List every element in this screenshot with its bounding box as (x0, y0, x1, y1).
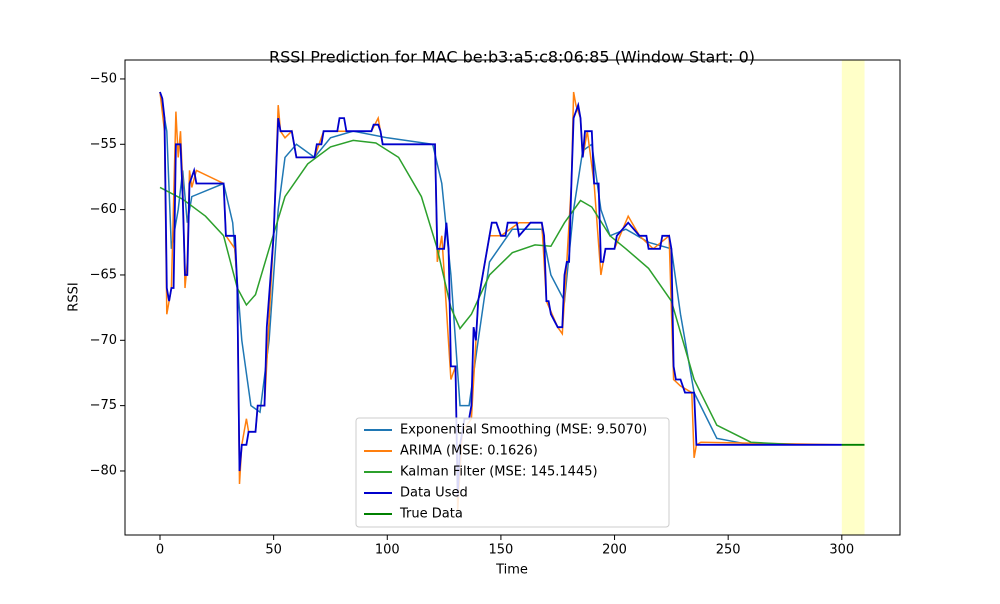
y-tick-label: −80 (90, 463, 117, 478)
x-tick-label: 50 (265, 543, 282, 558)
legend-label: True Data (399, 507, 463, 522)
y-axis-label: RSSI (67, 282, 82, 311)
highlight-region (841, 60, 865, 535)
x-tick-label: 200 (602, 543, 627, 558)
y-tick-label: −50 (90, 71, 117, 86)
legend-label: Exponential Smoothing (MSE: 9.5070) (400, 423, 647, 438)
legend-label: ARIMA (MSE: 0.1626) (400, 444, 538, 459)
y-tick-label: −55 (90, 137, 117, 152)
legend-label: Kalman Filter (MSE: 145.1445) (400, 465, 598, 480)
legend-label: Data Used (400, 486, 468, 501)
y-tick-label: −60 (90, 202, 117, 217)
x-axis-label: Time (495, 563, 528, 578)
plot-frame (124, 59, 901, 536)
x-tick-label: 0 (156, 543, 164, 558)
series-line (159, 139, 842, 446)
y-tick-label: −75 (90, 398, 117, 413)
x-tick-label: 300 (829, 543, 854, 558)
y-tick-label: −65 (90, 267, 117, 282)
x-tick-label: 100 (375, 543, 400, 558)
series-line (159, 91, 842, 446)
x-tick-label: 250 (716, 543, 741, 558)
y-tick-label: −70 (90, 333, 117, 348)
x-tick-label: 150 (488, 543, 513, 558)
legend-box (355, 417, 670, 528)
chart-title: RSSI Prediction for MAC be:b3:a5:c8:06:8… (269, 48, 755, 67)
